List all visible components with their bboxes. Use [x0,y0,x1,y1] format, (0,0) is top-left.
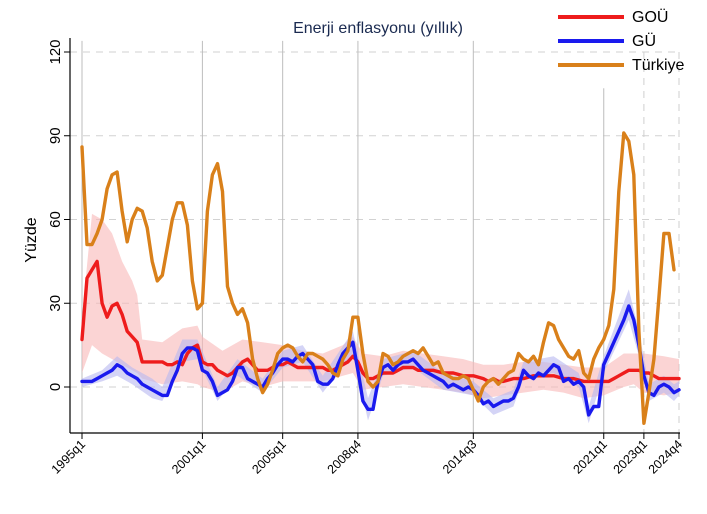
legend-label-gou: GOÜ [632,8,668,26]
series-line-turkiye [80,131,676,425]
y-tick-label: 0 [47,383,64,391]
band-gou [82,213,679,399]
series-lines [80,131,681,425]
chart-title: Enerji enflasyonu (yıllık) [293,20,463,37]
y-axis-label: Yüzde [23,217,40,262]
legend-label-gu: GÜ [632,32,656,50]
y-ticks: 0 30 60 90 120 [47,39,70,391]
series-line-gou [80,259,681,384]
y-tick-label: 30 [47,295,64,312]
y-tick-label: 60 [47,211,64,228]
axes [69,38,680,434]
legend: GOÜ GÜ Türkiye [558,8,685,74]
y-tick-label: 90 [47,127,64,144]
y-tick-label: 120 [47,39,64,64]
legend-label-turkiye: Türkiye [632,57,685,74]
